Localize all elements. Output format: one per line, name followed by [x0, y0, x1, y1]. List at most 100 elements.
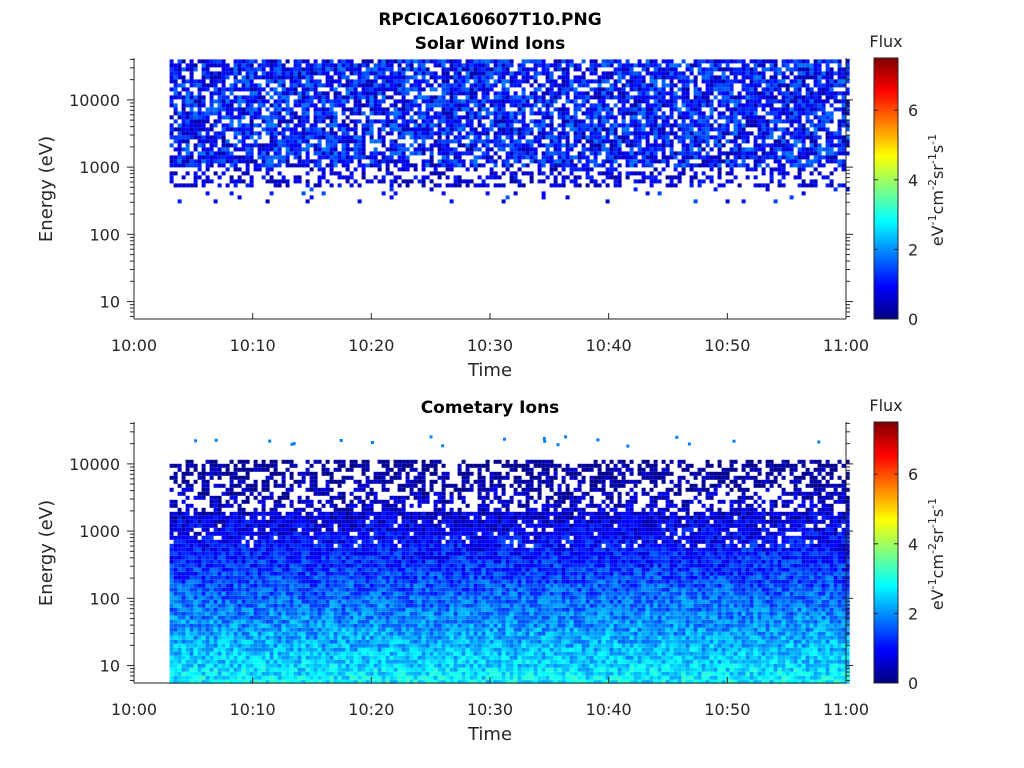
heatmap-cell [209, 591, 214, 596]
heatmap-cell [601, 107, 606, 112]
heatmap-cell [257, 67, 262, 72]
heatmap-cell [325, 63, 330, 68]
heatmap-cell [225, 607, 230, 612]
heatmap-cell [829, 151, 834, 156]
heatmap-cell [437, 143, 442, 148]
heatmap-cell [841, 79, 846, 84]
heatmap-cell [197, 651, 202, 656]
heatmap-cell [713, 75, 718, 80]
heatmap-cell [569, 155, 574, 160]
heatmap-cell [593, 87, 598, 92]
heatmap-cell [565, 163, 570, 168]
heatmap-cell [213, 667, 218, 672]
heatmap-cell [417, 87, 422, 92]
heatmap-cell [565, 115, 570, 120]
heatmap-cell [181, 491, 186, 496]
heatmap-cell [629, 171, 634, 176]
heatmap-cell [397, 175, 402, 180]
heatmap-cell [617, 139, 622, 144]
heatmap-cell [205, 639, 210, 644]
heatmap-cell [205, 679, 210, 684]
heatmap-cell [197, 583, 202, 588]
y-axis-label: Energy (eV) [36, 136, 57, 242]
heatmap-cell [689, 151, 694, 156]
heatmap-cell [189, 619, 194, 624]
heatmap-cell [441, 95, 446, 100]
heatmap-cell [365, 119, 370, 124]
heatmap-cell [201, 523, 206, 528]
heatmap-cell [485, 151, 490, 156]
heatmap-cell [785, 87, 790, 92]
heatmap-cell [661, 131, 666, 136]
heatmap-cell [485, 115, 490, 120]
heatmap-cell [717, 111, 722, 116]
heatmap-cell [217, 175, 222, 180]
heatmap-cell [781, 147, 786, 152]
heatmap-cell [405, 63, 410, 68]
heatmap-cell [333, 115, 338, 120]
heatmap-cell [741, 59, 746, 64]
heatmap-cell [285, 91, 290, 96]
heatmap-cell [725, 63, 730, 68]
heatmap-cell [637, 131, 642, 136]
heatmap-cell [821, 91, 826, 96]
heatmap-cell [605, 127, 610, 132]
heatmap-cell [449, 99, 454, 104]
heatmap-cell [701, 111, 706, 116]
heatmap-cell [369, 59, 374, 64]
heatmap-cell [193, 671, 198, 676]
heatmap-cell [357, 163, 362, 168]
heatmap-cell [233, 63, 238, 68]
heatmap-cell [561, 179, 566, 184]
heatmap-cell [453, 135, 458, 140]
heatmap-cell [813, 143, 818, 148]
heatmap-cell [433, 171, 438, 176]
heatmap-cell [801, 63, 806, 68]
heatmap-cell [237, 175, 242, 180]
heatmap-cell [469, 83, 474, 88]
heatmap-cell [789, 123, 794, 128]
heatmap-cell [817, 151, 822, 156]
heatmap-cell [197, 99, 202, 104]
heatmap-cell [345, 95, 350, 100]
heatmap-cell [633, 163, 638, 168]
heatmap-cell [617, 107, 622, 112]
heatmap-cell [189, 487, 194, 492]
heatmap-cell [353, 143, 358, 148]
heatmap-cell [737, 95, 742, 100]
heatmap-cell [369, 163, 374, 168]
heatmap-cell [233, 627, 238, 632]
heatmap-cell [205, 519, 210, 524]
heatmap-cell [393, 123, 398, 128]
heatmap-cell [677, 127, 682, 132]
heatmap-cell [701, 163, 706, 168]
heatmap-cell [229, 143, 234, 148]
heatmap-cell [561, 143, 566, 148]
heatmap-cell [249, 179, 254, 184]
heatmap-cell [213, 143, 218, 148]
heatmap-cell [521, 87, 526, 92]
heatmap-cell [337, 83, 342, 88]
heatmap-cell [725, 131, 730, 136]
heatmap-cell [225, 103, 230, 108]
heatmap-cell [493, 99, 498, 104]
heatmap-cell [625, 163, 630, 168]
heatmap-cell [781, 155, 786, 160]
heatmap-cell [205, 175, 210, 180]
heatmap-cell [485, 87, 490, 92]
heatmap-cell [189, 151, 194, 156]
heatmap-cell [317, 91, 322, 96]
heatmap-cell [305, 135, 310, 140]
heatmap-cell [505, 155, 510, 160]
heatmap-cell [373, 71, 378, 76]
heatmap-cell [417, 83, 422, 88]
heatmap-cell [829, 87, 834, 92]
heatmap-cell [453, 59, 458, 64]
heatmap-cell [381, 143, 386, 148]
heatmap-cell [485, 107, 490, 112]
heatmap-cell [625, 67, 630, 72]
heatmap-cell [173, 659, 178, 664]
heatmap-cell [465, 111, 470, 116]
heatmap-cell [357, 83, 362, 88]
